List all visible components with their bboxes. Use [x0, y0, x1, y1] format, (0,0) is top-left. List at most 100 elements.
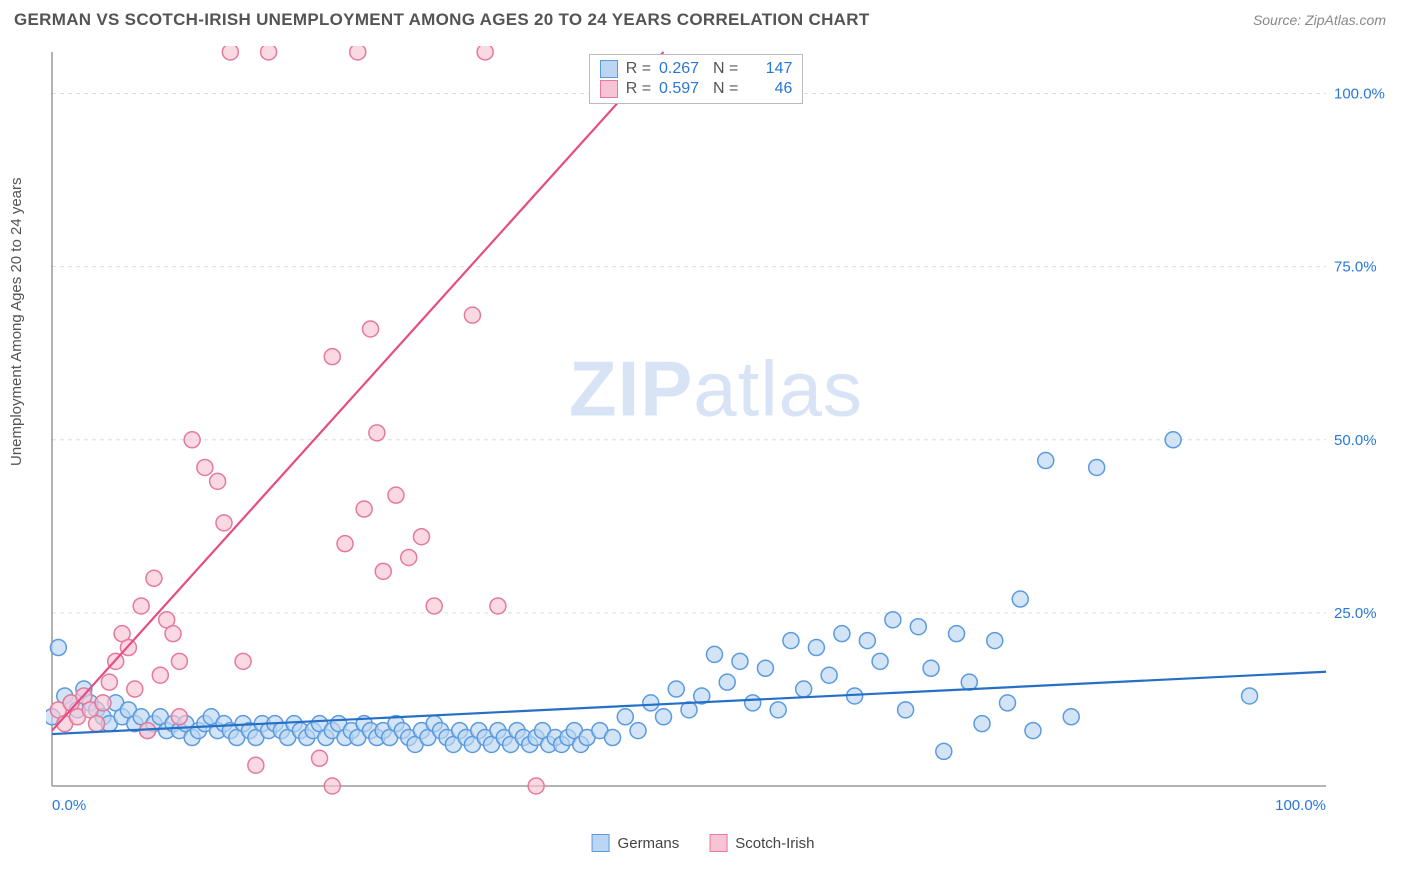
scatter-point — [1242, 688, 1258, 704]
stat-n-value: 46 — [746, 80, 792, 98]
scatter-point — [1025, 723, 1041, 739]
scatter-point — [949, 626, 965, 642]
scatter-point — [719, 674, 735, 690]
scatter-point — [248, 757, 264, 773]
scatter-point — [337, 536, 353, 552]
scatter-point — [1012, 591, 1028, 607]
scatter-point — [961, 674, 977, 690]
stat-r-value: 0.597 — [659, 80, 705, 98]
stat-r-label: R = — [626, 80, 651, 98]
scatter-point — [821, 667, 837, 683]
scatter-point — [1038, 453, 1054, 469]
trend-line — [52, 672, 1326, 734]
scatter-point — [987, 633, 1003, 649]
scatter-point — [101, 674, 117, 690]
scatter-point — [936, 743, 952, 759]
correlation-stats-box: R = 0.267 N = 147 R = 0.597 N = 46 — [589, 54, 804, 104]
scatter-point — [50, 640, 66, 656]
legend-label: Scotch-Irish — [735, 835, 814, 852]
scatter-point — [783, 633, 799, 649]
scatter-point — [324, 349, 340, 365]
scatter-point — [133, 598, 149, 614]
scatter-point — [872, 653, 888, 669]
scatter-point — [796, 681, 812, 697]
scatter-point — [732, 653, 748, 669]
chart-title: GERMAN VS SCOTCH-IRISH UNEMPLOYMENT AMON… — [14, 10, 870, 30]
scatter-point — [668, 681, 684, 697]
legend-label: Germans — [618, 835, 680, 852]
trend-line — [52, 52, 664, 731]
scatter-point — [165, 626, 181, 642]
legend-item: Scotch-Irish — [709, 834, 814, 852]
scatter-point — [184, 432, 200, 448]
scatter-point — [706, 646, 722, 662]
scatter-point — [656, 709, 672, 725]
scatter-point — [477, 46, 493, 60]
scatter-point — [808, 640, 824, 656]
series-swatch — [600, 60, 618, 78]
scatter-point — [1000, 695, 1016, 711]
x-tick-label: 0.0% — [52, 797, 86, 814]
scatter-point — [1089, 459, 1105, 475]
scatter-point — [745, 695, 761, 711]
legend: Germans Scotch-Irish — [592, 834, 815, 852]
scatter-point — [974, 716, 990, 732]
stats-row: R = 0.267 N = 147 — [600, 59, 793, 79]
chart-header: GERMAN VS SCOTCH-IRISH UNEMPLOYMENT AMON… — [0, 0, 1406, 36]
scatter-point — [643, 695, 659, 711]
scatter-point — [369, 425, 385, 441]
scatter-point — [127, 681, 143, 697]
scatter-svg: 25.0%50.0%75.0%100.0%0.0%100.0% — [46, 46, 1386, 826]
scatter-point — [171, 709, 187, 725]
scatter-point — [197, 459, 213, 475]
scatter-point — [464, 307, 480, 323]
scatter-point — [1063, 709, 1079, 725]
scatter-point — [89, 716, 105, 732]
scatter-point — [171, 653, 187, 669]
scatter-point — [859, 633, 875, 649]
scatter-point — [757, 660, 773, 676]
scatter-point — [1165, 432, 1181, 448]
chart-area: Unemployment Among Ages 20 to 24 years Z… — [0, 36, 1406, 866]
scatter-point — [363, 321, 379, 337]
scatter-point — [95, 695, 111, 711]
scatter-point — [235, 653, 251, 669]
stat-n-label: N = — [713, 60, 738, 78]
scatter-point — [216, 515, 232, 531]
scatter-point — [375, 563, 391, 579]
y-tick-label: 100.0% — [1334, 86, 1385, 103]
stat-n-value: 147 — [746, 60, 792, 78]
legend-swatch — [592, 834, 610, 852]
stat-n-label: N = — [713, 80, 738, 98]
scatter-point — [413, 529, 429, 545]
scatter-point — [605, 730, 621, 746]
scatter-point — [770, 702, 786, 718]
scatter-point — [401, 549, 417, 565]
scatter-point — [630, 723, 646, 739]
scatter-point — [528, 778, 544, 794]
scatter-point — [356, 501, 372, 517]
stat-r-value: 0.267 — [659, 60, 705, 78]
scatter-point — [490, 598, 506, 614]
scatter-point — [261, 46, 277, 60]
scatter-point — [426, 598, 442, 614]
scatter-point — [146, 570, 162, 586]
scatter-point — [350, 46, 366, 60]
series-swatch — [600, 80, 618, 98]
x-tick-label: 100.0% — [1275, 797, 1326, 814]
scatter-point — [617, 709, 633, 725]
scatter-point — [388, 487, 404, 503]
stats-row: R = 0.597 N = 46 — [600, 79, 793, 99]
scatter-point — [885, 612, 901, 628]
scatter-point — [324, 778, 340, 794]
stat-r-label: R = — [626, 60, 651, 78]
y-tick-label: 25.0% — [1334, 605, 1377, 622]
scatter-point — [210, 473, 226, 489]
y-axis-label: Unemployment Among Ages 20 to 24 years — [8, 177, 25, 466]
scatter-point — [222, 46, 238, 60]
scatter-point — [923, 660, 939, 676]
chart-source: Source: ZipAtlas.com — [1253, 12, 1386, 28]
y-tick-label: 75.0% — [1334, 259, 1377, 276]
plot-region: ZIPatlas 25.0%50.0%75.0%100.0%0.0%100.0%… — [46, 46, 1386, 826]
legend-item: Germans — [592, 834, 680, 852]
